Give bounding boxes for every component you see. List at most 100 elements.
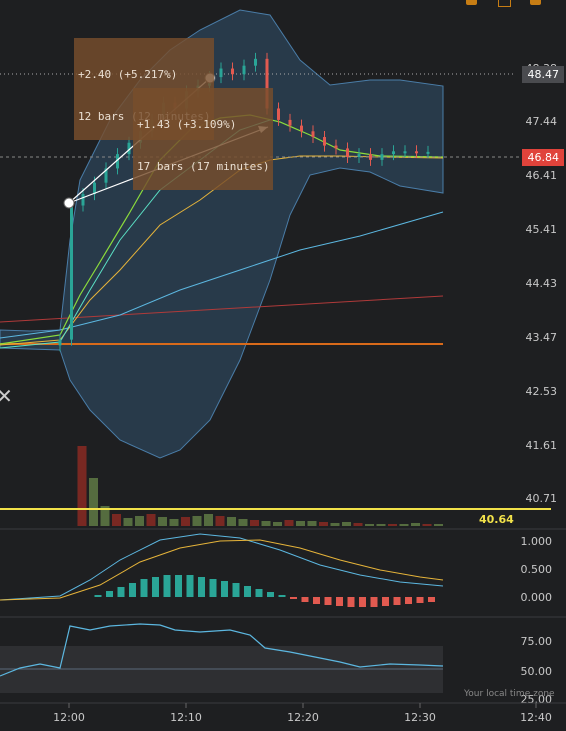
camera-icon[interactable] [530, 0, 541, 5]
macd-histogram-bar [313, 597, 320, 604]
volume-bar [227, 517, 236, 526]
macd-histogram-bar [117, 587, 125, 597]
candle-body [323, 137, 326, 146]
volume-bar [77, 446, 87, 526]
candle-body [380, 154, 384, 160]
macd-histogram-bar [428, 597, 435, 602]
candle-body [277, 108, 280, 120]
macd-line [0, 533, 444, 601]
rsi-tick-label: 50.00 [521, 665, 553, 678]
candle-body [265, 58, 269, 109]
measure-annotation-2: +1.43 (+3.109%) 17 bars (17 minutes) [133, 88, 274, 190]
volume-bar [376, 524, 386, 526]
volume-bar [169, 519, 179, 526]
current-price-tag: 46.84 [521, 149, 564, 166]
candle-body [346, 148, 349, 157]
annotation-change: +1.43 (+3.109%) [137, 118, 237, 131]
rsi-tick-label: 75.00 [521, 635, 553, 648]
volume-bar [296, 521, 305, 526]
volume-bar [215, 516, 225, 526]
candle-body [93, 182, 96, 195]
time-tick-label: 12:30 [404, 711, 436, 724]
volume-bar [261, 521, 271, 526]
volume-bar [192, 516, 202, 526]
candle-body [369, 154, 372, 160]
macd-tick-label: 0.000 [521, 591, 553, 604]
time-tick-label: 12:00 [53, 711, 85, 724]
macd-histogram-bar [255, 589, 263, 597]
volume-bar [434, 524, 443, 526]
high-price-tag: 48.47 [521, 66, 564, 83]
volume-bar [158, 517, 167, 526]
macd-histogram-bar [140, 579, 148, 597]
time-tick-label: 12:20 [287, 711, 319, 724]
macd-signal-line [0, 539, 444, 601]
macd-histogram-bar [301, 597, 309, 602]
macd-tick-label: 1.000 [521, 535, 553, 548]
candle-body [58, 339, 62, 346]
candle-body [231, 68, 234, 75]
candle-body [219, 68, 223, 78]
drawing-tool-icon[interactable]: ✕ [0, 384, 13, 408]
volume-bar [250, 520, 259, 526]
volume-pane [77, 446, 443, 526]
macd-histogram-bar [267, 592, 274, 597]
volume-bar [399, 524, 409, 526]
price-tick-label: 42.53 [526, 385, 558, 398]
macd-histogram-bar [244, 586, 251, 597]
measure-start-handle[interactable] [63, 197, 75, 209]
macd-histogram-bar [198, 577, 205, 597]
price-tick-label: 45.41 [526, 223, 558, 236]
macd-histogram-bar [221, 581, 228, 597]
volume-bar [100, 506, 110, 526]
macd-tick-label: 0.500 [521, 563, 553, 576]
candle-body [127, 142, 131, 155]
yellow-level-label: 40.64 [479, 513, 514, 526]
macd-histogram-bar [336, 597, 343, 606]
volume-bar [204, 514, 213, 526]
macd-histogram-bar [186, 575, 194, 597]
price-tick-label: 43.47 [526, 331, 558, 344]
price-tick-label: 44.43 [526, 277, 558, 290]
time-tick-label: 12:10 [170, 711, 202, 724]
candle-body [104, 168, 108, 183]
price-tick-label: 46.41 [526, 169, 558, 182]
candle-body [300, 125, 303, 132]
annotation-bars: 17 bars (17 minutes) [137, 160, 270, 173]
volume-bar [273, 522, 282, 526]
time-tick-label: 12:40 [520, 711, 552, 724]
candle-body [311, 131, 315, 138]
macd-histogram-bar [209, 579, 217, 597]
lock-icon[interactable] [466, 0, 477, 5]
candle-body [81, 194, 85, 206]
macd-histogram-bar [393, 597, 401, 605]
expand-icon[interactable] [498, 0, 511, 7]
volume-bar [319, 522, 328, 526]
macd-histogram-bar [175, 575, 182, 597]
macd-histogram-bar [163, 575, 171, 597]
candle-body [254, 58, 257, 66]
candle-body [392, 151, 395, 155]
volume-bar [123, 518, 133, 526]
volume-bar [89, 478, 98, 526]
macd-histogram-bar [94, 595, 102, 597]
macd-histogram-bar [359, 597, 366, 607]
rsi-line [0, 623, 444, 677]
candle-body [70, 205, 73, 340]
macd-histogram-bar [347, 597, 355, 607]
candle-body [116, 154, 119, 169]
price-tick-label: 47.44 [526, 115, 558, 128]
volume-bar [365, 524, 374, 526]
time-axis: 12:00 12:10 12:20 12:30 12:40 [53, 703, 552, 724]
price-tick-label: 40.71 [526, 492, 558, 505]
macd-histogram-bar [129, 583, 136, 597]
candle-body [334, 145, 338, 149]
macd-histogram-bar [382, 597, 389, 606]
macd-histogram-bar [370, 597, 378, 607]
macd-histogram-bar [290, 597, 297, 599]
volume-bar [238, 519, 248, 526]
volume-bar [353, 523, 363, 526]
volume-bar [330, 523, 340, 526]
volume-bar [146, 514, 156, 526]
